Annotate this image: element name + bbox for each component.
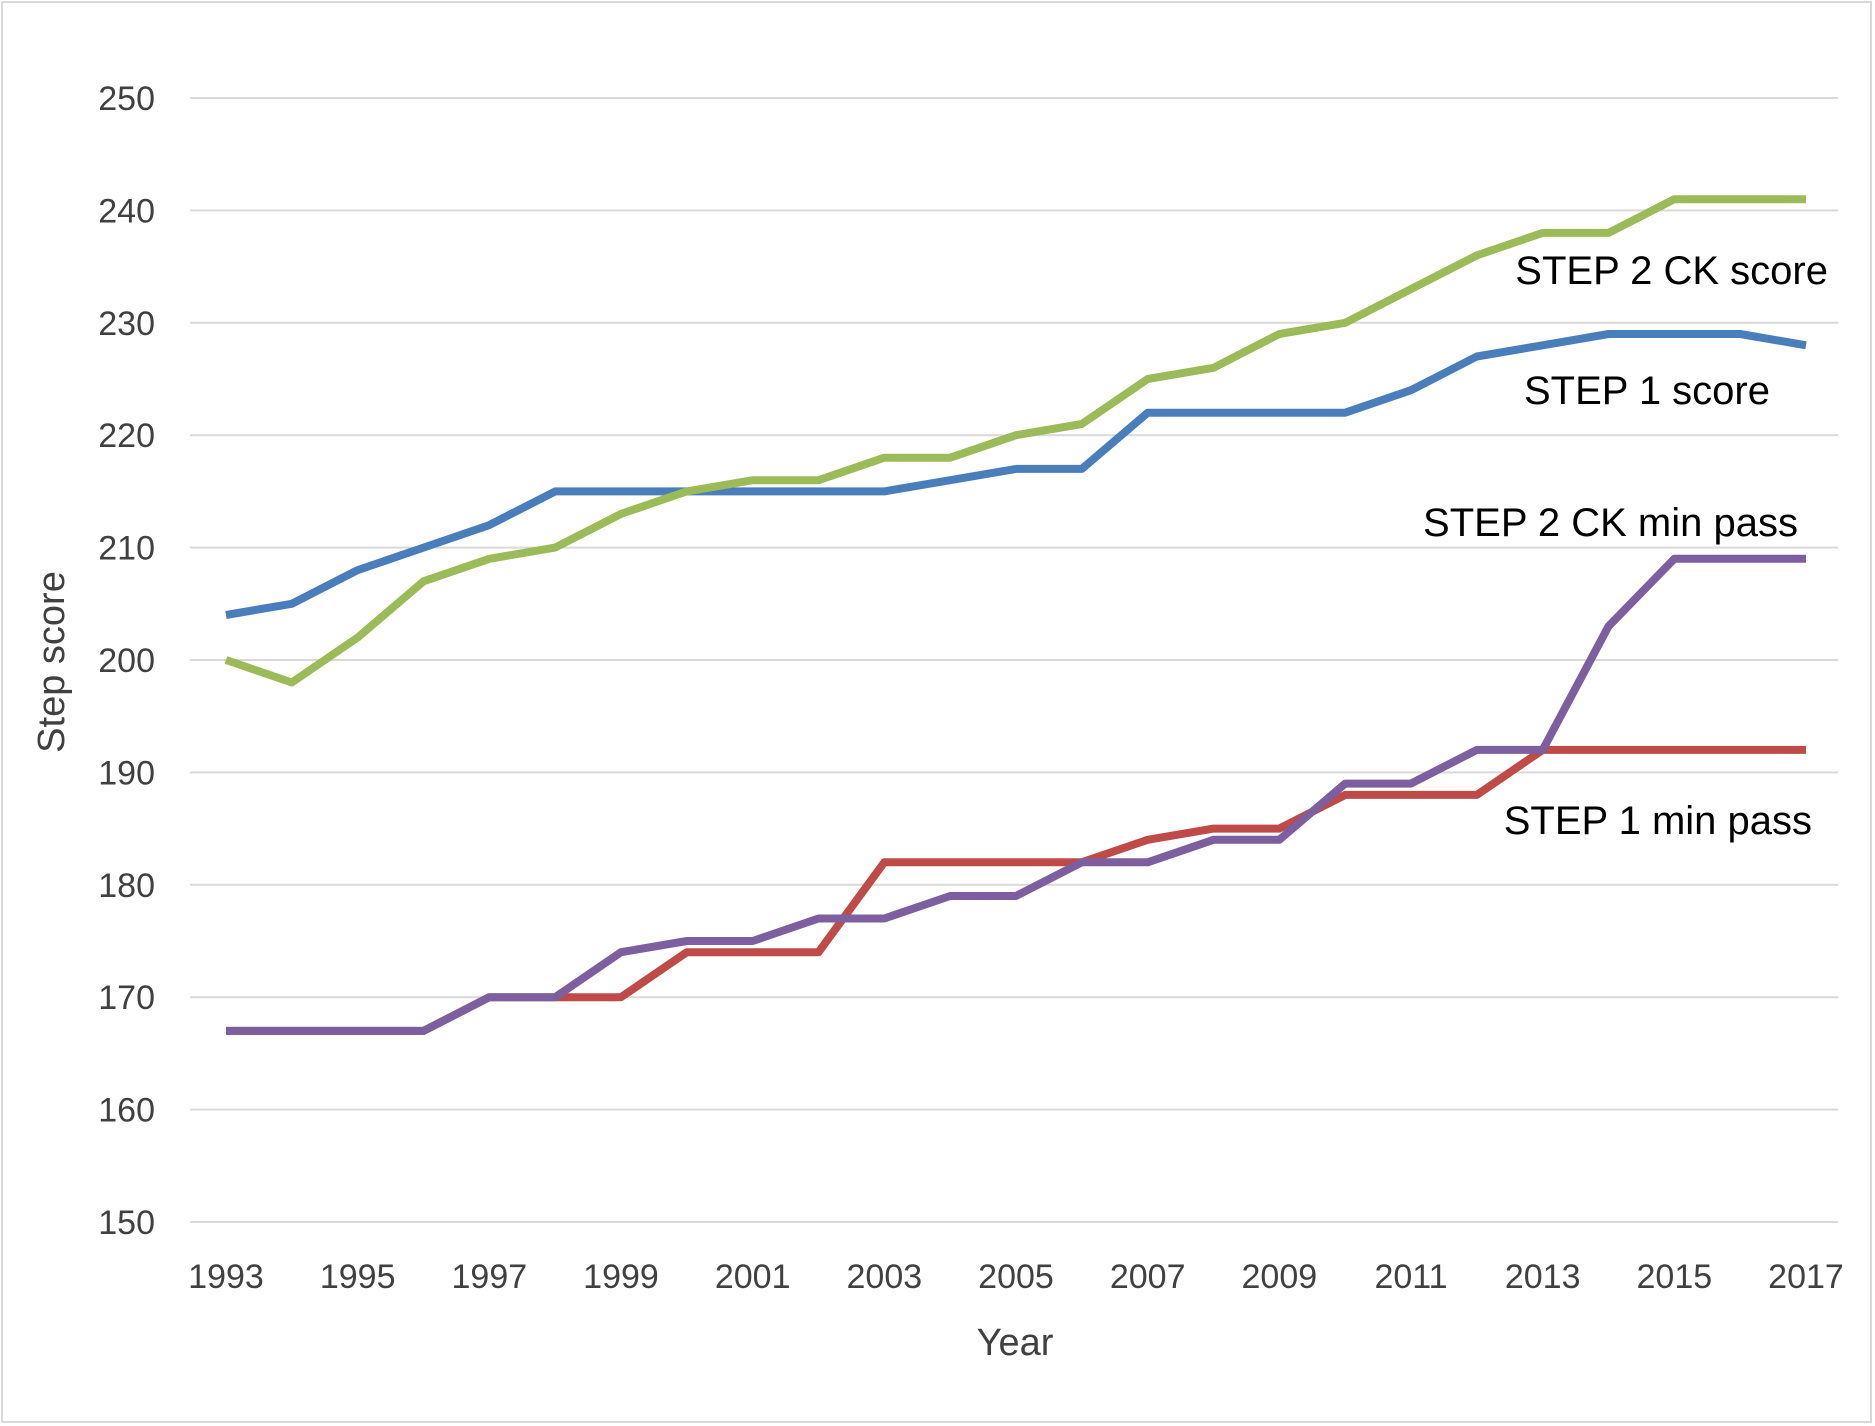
x-tick-label: 2017: [1768, 1258, 1844, 1296]
x-tick-label: 2013: [1505, 1258, 1581, 1296]
gridlines: [190, 97, 1838, 1223]
y-tick-label: 250: [98, 80, 155, 118]
y-tick-label: 150: [98, 1204, 155, 1242]
y-tick-label: 200: [98, 642, 155, 680]
x-tick-label: 2007: [1110, 1258, 1186, 1296]
y-tick-label: 180: [98, 867, 155, 905]
y-tick-label: 220: [98, 417, 155, 455]
x-tick-label: 1997: [452, 1258, 528, 1296]
y-tick-label: 190: [98, 754, 155, 792]
y-tick-label: 210: [98, 530, 155, 568]
x-tick-label: 2003: [847, 1258, 923, 1296]
y-tick-label: 240: [98, 192, 155, 230]
series-label: STEP 2 CK score: [1515, 249, 1828, 293]
series-label: STEP 1 min pass: [1504, 799, 1812, 843]
x-tick-label: 2011: [1374, 1258, 1447, 1296]
x-tick-label: 2015: [1637, 1258, 1713, 1296]
series-line-step-2-ck-min-pass: [226, 554, 1806, 1035]
y-tick-label: 170: [98, 979, 155, 1017]
y-tick-label: 230: [98, 305, 155, 343]
x-tick-label: 2001: [715, 1258, 791, 1296]
series-line-step-1-min-pass: [226, 745, 1806, 1035]
series-label: STEP 2 CK min pass: [1423, 501, 1798, 545]
y-axis-ticks: 150 160 170 180 190 200 210 220 230 240 250: [98, 80, 155, 1242]
x-axis-ticks: 1993 1995 1997 1999 2001 2003 2005 2007 2009 2011…: [188, 1258, 1844, 1296]
series-line-step-1-score: [225, 330, 1807, 619]
x-tick-label: 1995: [320, 1258, 396, 1296]
series-labels: STEP 1 score STEP 2 CK score STEP 1 min pa…: [1423, 249, 1828, 843]
x-tick-label: 1993: [188, 1258, 264, 1296]
y-axis-title: Step score: [31, 571, 73, 753]
series-lines: [224, 195, 1807, 1035]
x-tick-label: 1999: [583, 1258, 659, 1296]
x-tick-label: 2009: [1242, 1258, 1318, 1296]
y-tick-label: 160: [98, 1092, 155, 1130]
x-axis-title: Year: [977, 1322, 1054, 1364]
series-label: STEP 1 score: [1524, 369, 1770, 413]
x-tick-label: 2005: [978, 1258, 1054, 1296]
series-line-step-2-ck-score: [224, 195, 1806, 687]
